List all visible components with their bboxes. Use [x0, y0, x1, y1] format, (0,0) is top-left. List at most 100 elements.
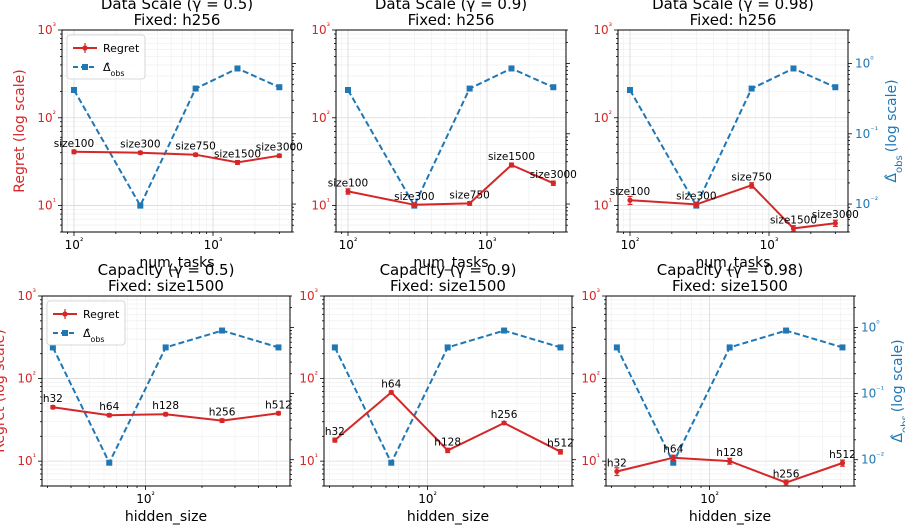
y-tick-label: 10¹ [581, 452, 600, 468]
chart-subtitle: Fixed: size1500 [672, 277, 788, 295]
delta-point [783, 327, 790, 334]
y2-tick-label: 10⁻¹ [861, 385, 884, 401]
chart-panel-1: 10¹ 10² 10³ 10² 10³ Data Scale (γ = 0.5)Fixed… [12, 0, 303, 271]
regret-point [71, 149, 77, 155]
y2-tick-label: 10⁻¹ [855, 125, 878, 141]
y-tick-label: 10¹ [17, 452, 36, 468]
plot-frame [323, 295, 573, 487]
delta-point [234, 65, 241, 72]
regret-point [137, 150, 143, 156]
point-label: size100 [610, 186, 650, 198]
point-label: size750 [175, 141, 215, 153]
regret-point [727, 458, 733, 464]
x-tick-label: 10² [700, 490, 719, 506]
y-tick-label: 10¹ [299, 452, 318, 468]
x-axis-label: hidden_size [689, 509, 771, 525]
delta-point [331, 344, 338, 351]
y-tick-label: 10² [17, 370, 36, 386]
y-tick-label: 10³ [581, 287, 600, 303]
x-tick-label: 10³ [760, 236, 779, 252]
delta-point [550, 84, 557, 91]
delta-point [626, 86, 633, 93]
x-axis-label: num_tasks [695, 255, 770, 271]
legend-delta-marker [82, 64, 88, 70]
regret-point [627, 197, 633, 203]
delta-point [501, 327, 508, 334]
x-tick-label: 10² [418, 490, 437, 506]
regret-point [411, 202, 417, 208]
legend-regret-label: Regret [83, 308, 120, 321]
chart-panel-3: 10¹ 10² 10³ 10⁻² 10⁻¹ 10⁰ 10² 10³ Data Scale (γ … [593, 0, 904, 271]
regret-point [693, 201, 699, 208]
legend: Regret Δ̂obs [46, 300, 126, 346]
chart-panel-2: 10¹ 10² 10³ 10² 10³ Data Scale (γ = 0.9)Fixed… [311, 0, 577, 271]
regret-point [749, 182, 755, 188]
y-tick-label: 10² [299, 370, 318, 386]
point-label: h128 [716, 447, 743, 459]
regret-point [50, 404, 56, 410]
series-group: h32 h64 h128 h256 h512 [325, 327, 574, 466]
point-label: size300 [676, 190, 716, 202]
regret-point [219, 417, 225, 424]
delta-point [49, 344, 56, 351]
chart-title: Capacity (γ = 0.9) [380, 261, 517, 279]
delta-point [70, 86, 77, 93]
regret-point [783, 479, 789, 486]
chart-title: Data Scale (γ = 0.9) [375, 0, 527, 13]
chart-title: Capacity (γ = 0.98) [657, 261, 803, 279]
regret-point [839, 460, 846, 466]
point-label: size1500 [488, 151, 535, 163]
delta-point [832, 84, 839, 91]
delta-point [106, 459, 113, 466]
legend-delta-label: Δ̂obs [103, 61, 125, 78]
legend: Regret Δ̂obs [66, 34, 146, 80]
chart-title: Capacity (γ = 0.5) [98, 261, 235, 279]
y-tick-label: 10¹ [37, 197, 56, 213]
point-label: h128 [434, 436, 461, 448]
point-label: h128 [152, 400, 179, 412]
regret-point [163, 411, 169, 417]
point-label: h512 [265, 399, 292, 411]
grid [324, 296, 572, 486]
legend-delta-marker [62, 330, 68, 336]
delta-point [219, 327, 226, 334]
chart-subtitle: Fixed: h256 [408, 11, 495, 29]
delta-point [466, 85, 473, 92]
regret-point [467, 200, 473, 206]
x-axis-label: num_tasks [139, 255, 214, 271]
x-tick-label: 10³ [204, 236, 223, 252]
y2-axis-label: Δ̂obs(log scale) [884, 79, 905, 182]
regret-point [332, 437, 338, 443]
regret-point [508, 162, 515, 168]
regret-point [790, 225, 797, 231]
delta-point [444, 344, 451, 351]
series-group: h32 h64 h128 h256 h512 [607, 327, 856, 486]
x-tick-label: 10² [65, 236, 84, 252]
delta-point [508, 65, 515, 72]
regret-point [234, 159, 241, 166]
regret-point [670, 455, 676, 461]
chart-panel-4: 10¹ 10² 10³ 10² Capacity (γ = 0.5)Fixed: siz… [0, 261, 294, 525]
y-axis-label: Regret (log scale) [12, 69, 28, 192]
chart-panel-6: 10¹ 10² 10³ 10⁻² 10⁻¹ 10⁰ 10² Capacity (γ = 0.9… [581, 261, 905, 525]
series-group: h32 h64 h128 h256 h512 [43, 327, 292, 466]
delta-point [613, 344, 620, 351]
point-label: size100 [54, 138, 94, 150]
regret-point [106, 412, 112, 418]
regret-point [388, 389, 394, 396]
chart-subtitle: Fixed: size1500 [108, 277, 224, 295]
x-tick-label: 10³ [478, 236, 497, 252]
point-label: h32 [607, 457, 627, 469]
point-label: h512 [547, 438, 574, 450]
legend-regret-label: Regret [103, 42, 140, 55]
y2-tick-label: 10⁰ [855, 55, 874, 71]
point-label: size750 [449, 189, 489, 201]
chart-subtitle: Fixed: h256 [690, 11, 777, 29]
y2-tick-label: 10⁻² [861, 451, 884, 467]
point-label: size300 [394, 191, 434, 203]
point-label: h64 [99, 401, 119, 413]
y-axis-label: Regret (log scale) [0, 329, 8, 452]
